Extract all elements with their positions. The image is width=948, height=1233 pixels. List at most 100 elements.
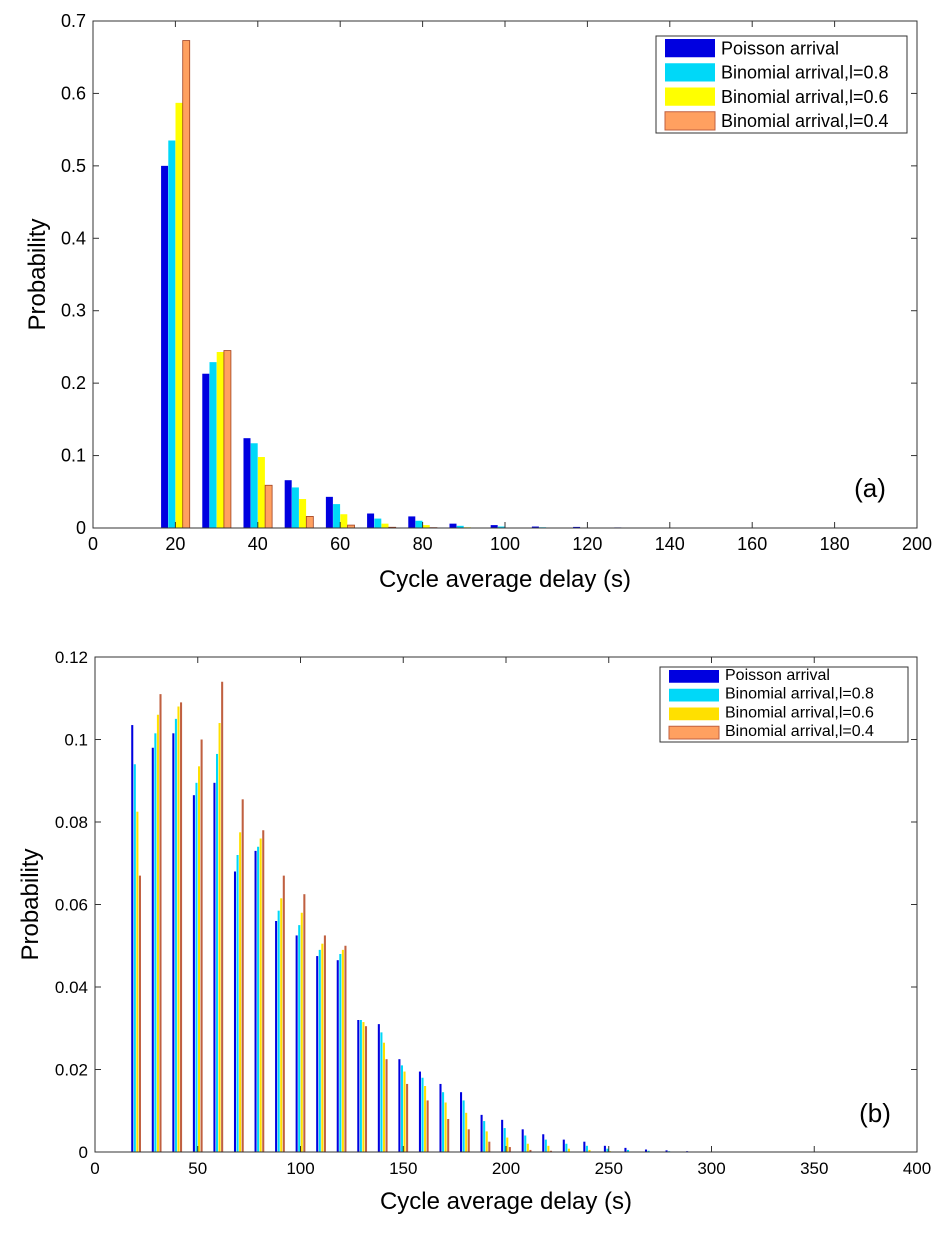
bar-binomial-arrival-l-0-4-100	[303, 894, 306, 1152]
x-tick-label: 250	[595, 1159, 623, 1178]
bar-binomial-arrival-l-0-6-100	[300, 912, 303, 1152]
bar-poisson-arrival-30	[151, 747, 154, 1152]
bar-binomial-arrival-l-0-6-110	[321, 943, 324, 1152]
bar-poisson-arrival-200	[501, 1119, 504, 1152]
legend-label: Binomial arrival,l=0.6	[721, 87, 889, 107]
bar-binomial-arrival-l-0-4-200	[508, 1147, 511, 1152]
bar-binomial-arrival-l-0-8-60	[215, 753, 219, 1152]
bar-binomial-arrival-l-0-6-70	[381, 523, 389, 528]
bar-binomial-arrival-l-0-8-60	[333, 504, 341, 528]
bar-binomial-arrival-l-0-8-80	[257, 846, 260, 1152]
x-tick-label: 150	[389, 1159, 417, 1178]
x-tick-label: 300	[697, 1159, 725, 1178]
panel-label: (b)	[859, 1098, 891, 1128]
bar-poisson-arrival-110	[531, 526, 539, 528]
bar-binomial-arrival-l-0-4-190	[488, 1141, 491, 1152]
bar-poisson-arrival-210	[521, 1129, 524, 1152]
bar-binomial-arrival-l-0-6-170	[444, 1102, 447, 1152]
bar-poisson-arrival-100	[295, 935, 298, 1152]
legend-swatch	[665, 39, 715, 58]
bar-binomial-arrival-l-0-4-50	[200, 739, 203, 1152]
bar-poisson-arrival-130	[357, 1020, 360, 1152]
y-tick-label: 0.2	[61, 373, 86, 393]
y-tick-label: 0.06	[55, 896, 88, 915]
bar-binomial-arrival-l-0-6-30	[216, 351, 224, 528]
x-tick-label: 100	[286, 1159, 314, 1178]
bar-binomial-arrival-l-0-8-260	[626, 1149, 630, 1152]
legend-swatch	[669, 670, 719, 683]
y-tick-label: 0.04	[55, 978, 88, 997]
y-axis-label: Probability	[24, 218, 51, 330]
y-tick-label: 0.02	[55, 1061, 88, 1080]
bar-binomial-arrival-l-0-4-20	[138, 875, 141, 1152]
x-tick-label: 180	[820, 534, 850, 554]
y-tick-label: 0	[79, 1143, 88, 1162]
bar-poisson-arrival-70	[367, 513, 375, 528]
bar-binomial-arrival-l-0-6-160	[424, 1086, 427, 1152]
bar-binomial-arrival-l-0-4-40	[180, 702, 183, 1152]
x-tick-label: 80	[413, 534, 433, 554]
bar-poisson-arrival-60	[325, 496, 333, 528]
bar-poisson-arrival-30	[202, 373, 210, 528]
legend-label: Binomial arrival,l=0.4	[721, 111, 889, 131]
bar-binomial-arrival-l-0-6-60	[340, 514, 348, 528]
bar-binomial-arrival-l-0-6-60	[218, 723, 221, 1152]
bar-binomial-arrival-l-0-6-90	[280, 898, 283, 1152]
bar-binomial-arrival-l-0-6-130	[362, 1022, 365, 1152]
bar-binomial-arrival-l-0-4-40	[264, 484, 273, 529]
bar-binomial-arrival-l-0-8-30	[154, 733, 157, 1152]
x-axis-label: Cycle average delay (s)	[380, 1188, 632, 1215]
y-tick-label: 0.6	[61, 83, 86, 103]
bar-binomial-arrival-l-0-8-90	[277, 910, 280, 1152]
bar-poisson-arrival-90	[449, 523, 457, 528]
bar-binomial-arrival-l-0-4-170	[447, 1119, 450, 1152]
bar-binomial-arrival-l-0-4-30	[159, 694, 162, 1152]
bar-poisson-arrival-180	[460, 1092, 463, 1152]
bar-binomial-arrival-l-0-4-20	[182, 40, 191, 529]
bar-binomial-arrival-l-0-8-130	[359, 1020, 362, 1152]
bar-binomial-arrival-l-0-8-200	[503, 1128, 506, 1152]
bar-binomial-arrival-l-0-8-100	[298, 925, 301, 1152]
bar-binomial-arrival-l-0-6-210	[526, 1143, 529, 1152]
y-tick-label: 0.4	[61, 228, 86, 248]
bar-binomial-arrival-l-0-6-40	[257, 457, 265, 528]
bar-binomial-arrival-l-0-8-250	[606, 1148, 609, 1152]
bar-binomial-arrival-l-0-8-210	[524, 1135, 527, 1152]
bar-poisson-arrival-50	[192, 795, 195, 1152]
bar-binomial-arrival-l-0-6-50	[299, 499, 307, 528]
bar-poisson-arrival-90	[275, 921, 278, 1152]
bar-binomial-arrival-l-0-8-80	[415, 520, 423, 528]
bar-binomial-arrival-l-0-8-50	[195, 782, 198, 1152]
bar-binomial-arrival-l-0-4-160	[426, 1100, 429, 1152]
bar-poisson-arrival-50	[284, 480, 292, 528]
bar-poisson-arrival-150	[398, 1059, 401, 1152]
x-tick-label: 50	[188, 1159, 207, 1178]
bar-poisson-arrival-80	[408, 516, 416, 528]
bar-poisson-arrival-70	[233, 871, 237, 1152]
bar-binomial-arrival-l-0-8-230	[565, 1143, 568, 1152]
x-tick-label: 100	[490, 534, 520, 554]
legend-label: Binomial arrival,l=0.4	[725, 723, 874, 740]
bar-poisson-arrival-40	[243, 438, 251, 528]
legend-swatch	[664, 111, 716, 131]
bar-binomial-arrival-l-0-8-40	[250, 443, 258, 528]
bar-binomial-arrival-l-0-8-190	[483, 1121, 486, 1152]
bar-poisson-arrival-100	[490, 525, 498, 528]
bar-poisson-arrival-240	[583, 1141, 586, 1152]
bar-binomial-arrival-l-0-6-220	[547, 1145, 550, 1152]
y-tick-label: 0.12	[55, 648, 88, 667]
x-axis-label: Cycle average delay (s)	[379, 566, 631, 593]
x-tick-label: 120	[572, 534, 602, 554]
bar-poisson-arrival-160	[418, 1071, 421, 1152]
bar-binomial-arrival-l-0-4-50	[305, 516, 314, 529]
y-axis-label: Probability	[17, 848, 44, 960]
bar-binomial-arrival-l-0-4-80	[262, 830, 265, 1152]
bar-binomial-arrival-l-0-8-20	[168, 140, 176, 528]
bar-poisson-arrival-60	[213, 782, 216, 1152]
x-tick-label: 200	[902, 534, 932, 554]
x-tick-label: 200	[492, 1159, 520, 1178]
bar-binomial-arrival-l-0-8-90	[456, 525, 464, 528]
bar-poisson-arrival-170	[439, 1083, 442, 1152]
bar-binomial-arrival-l-0-8-180	[462, 1100, 465, 1152]
